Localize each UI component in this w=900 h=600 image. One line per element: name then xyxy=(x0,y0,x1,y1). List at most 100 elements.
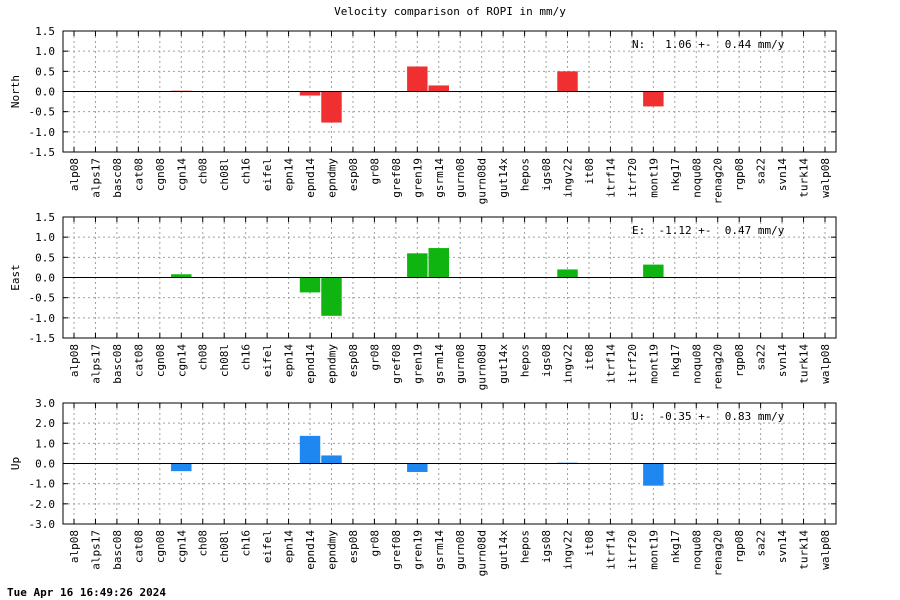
panel-up-category-label: cgn14 xyxy=(175,530,188,563)
panel-up-category-label: nkg17 xyxy=(669,530,682,563)
panel-north-category-label: noqu08 xyxy=(690,158,703,198)
panel-up-category-label: epndmy xyxy=(325,530,338,570)
panel-north-category-label: turk14 xyxy=(798,158,811,198)
panel-north-category-label: basc08 xyxy=(111,158,124,198)
panel-east-category-label: ch08 xyxy=(197,344,210,371)
panel-east-bar-ingv22 xyxy=(557,269,578,278)
panel-up-ytick-label: -2.0 xyxy=(29,498,56,511)
panel-east-ylabel: East xyxy=(9,264,22,291)
panel-north-ytick-label: -1.0 xyxy=(29,126,56,139)
panel-east-bar-cgn14 xyxy=(171,274,192,278)
panel-north-bar-mont19 xyxy=(643,91,664,107)
panel-north-category-label: gref08 xyxy=(390,158,403,198)
chart-title: Velocity comparison of ROPI in mm/y xyxy=(334,5,566,18)
panel-east-category-label: epnd14 xyxy=(304,344,317,384)
panel-east-bar-epnd14 xyxy=(299,277,321,293)
panel-north-category-label: gurn08d xyxy=(476,158,489,204)
panel-up-ytick-label: 3.0 xyxy=(35,397,55,410)
panel-north-category-label: epnd14 xyxy=(304,158,317,198)
panel-east-category-label: gren19 xyxy=(411,344,424,384)
panel-east-category-label: renag20 xyxy=(712,344,725,390)
panel-east-category-label: alp08 xyxy=(68,344,81,377)
panel-north-category-label: ch08l xyxy=(218,158,231,191)
panel-north-ytick-label: 1.5 xyxy=(35,25,55,38)
panel-up-bar-mont19 xyxy=(643,463,664,486)
panel-up-ytick-label: -3.0 xyxy=(29,518,56,531)
panel-up-bar-cgn14 xyxy=(171,463,192,472)
panel-up-category-label: epnd14 xyxy=(304,530,317,570)
panel-east-category-label: gurn08 xyxy=(454,344,467,384)
panel-north-category-label: ingv22 xyxy=(562,158,575,198)
panel-up-category-label: basc08 xyxy=(111,530,124,570)
panel-east-category-label: alps17 xyxy=(89,344,102,384)
panel-east-category-label: turk14 xyxy=(798,344,811,384)
panel-up-category-label: itrf14 xyxy=(604,530,617,570)
panel-east-category-label: gut14x xyxy=(497,344,510,384)
panel-east-category-label: itrf20 xyxy=(626,344,639,384)
panel-north-category-label: rgp08 xyxy=(733,158,746,191)
panel-east-frame xyxy=(62,216,837,339)
panel-up-ytick-label: 1.0 xyxy=(35,437,55,450)
panel-north-category-label: cat08 xyxy=(132,158,145,191)
panel-east-category-label: ch08l xyxy=(218,344,231,377)
panel-north-ytick-label: -0.5 xyxy=(29,106,56,119)
panel-up-category-label: gref08 xyxy=(390,530,403,570)
panel-up-frame xyxy=(62,402,837,525)
panel-north-category-label: cgn08 xyxy=(154,158,167,191)
panel-north-category-label: alps17 xyxy=(89,158,102,198)
panel-east-category-label: igs08 xyxy=(540,344,553,377)
panel-east-category-label: cgn08 xyxy=(154,344,167,377)
panel-east-category-label: noqu08 xyxy=(690,344,703,384)
panel-up-category-label: mont19 xyxy=(647,530,660,570)
panel-north-category-label: cgn14 xyxy=(175,158,188,191)
panel-up-category-label: ch08 xyxy=(197,530,210,557)
panel-north-category-label: renag20 xyxy=(712,158,725,204)
panel-east-category-label: rgp08 xyxy=(733,344,746,377)
panel-north-category-label: gr08 xyxy=(368,158,381,185)
panel-up-category-label: cgn08 xyxy=(154,530,167,563)
panel-east-category-label: itrf14 xyxy=(604,344,617,384)
panel-up-category-label: gren19 xyxy=(411,530,424,570)
panel-east-bar-gsrm14 xyxy=(428,248,449,278)
panel-east-ytick-label: 0.5 xyxy=(35,251,55,264)
panel-north-category-label: gut14x xyxy=(497,158,510,198)
panel-north-bar-epndmy xyxy=(321,91,342,123)
panel-north-category-label: gsrm14 xyxy=(433,158,446,198)
panel-north-category-label: ch16 xyxy=(240,158,253,185)
panel-north-category-label: svn14 xyxy=(776,158,789,191)
panel-east-bar-gren19 xyxy=(407,253,428,278)
panel-east-category-label: gurn08d xyxy=(476,344,489,390)
panel-east-annotation: E: -1.12 +- 0.47 mm/y xyxy=(632,224,785,237)
panel-east-category-label: ingv22 xyxy=(562,344,575,384)
panel-east-ytick-label: -1.0 xyxy=(29,312,56,325)
panel-up-category-label: cat08 xyxy=(132,530,145,563)
panel-up-category-label: itrf20 xyxy=(626,530,639,570)
panel-east-ytick-label: 1.5 xyxy=(35,211,55,224)
panel-east-ytick-label: -1.5 xyxy=(29,332,56,345)
panel-up-category-label: gsrm14 xyxy=(433,530,446,570)
panel-up-bar-epnd14 xyxy=(299,435,321,464)
panel-north-ytick-label: 0.0 xyxy=(35,86,55,99)
panel-east-category-label: cgn14 xyxy=(175,344,188,377)
panel-east-category-label: cat08 xyxy=(132,344,145,377)
panel-up-category-label: epn14 xyxy=(283,530,296,563)
panel-east-category-label: svn14 xyxy=(776,344,789,377)
panel-north-category-label: igs08 xyxy=(540,158,553,191)
panel-east-category-label: ch16 xyxy=(240,344,253,371)
panel-up-category-label: esp08 xyxy=(347,530,360,563)
panel-up-category-label: svn14 xyxy=(776,530,789,563)
panel-north-category-label: eifel xyxy=(261,158,274,191)
panel-up-category-label: gurn08d xyxy=(476,530,489,576)
panel-up-category-label: sa22 xyxy=(755,530,768,557)
panel-up-category-label: hepos xyxy=(519,530,532,563)
panel-east-category-label: gref08 xyxy=(390,344,403,384)
panel-north-category-label: hepos xyxy=(519,158,532,191)
panel-north-bar-gsrm14 xyxy=(428,85,449,92)
panel-east-category-label: gr08 xyxy=(368,344,381,371)
panel-up-category-label: ch08l xyxy=(218,530,231,563)
panel-north-frame xyxy=(62,30,837,153)
panel-north-category-label: epndmy xyxy=(325,158,338,198)
panel-up-category-label: alp08 xyxy=(68,530,81,563)
panel-east-category-label: esp08 xyxy=(347,344,360,377)
